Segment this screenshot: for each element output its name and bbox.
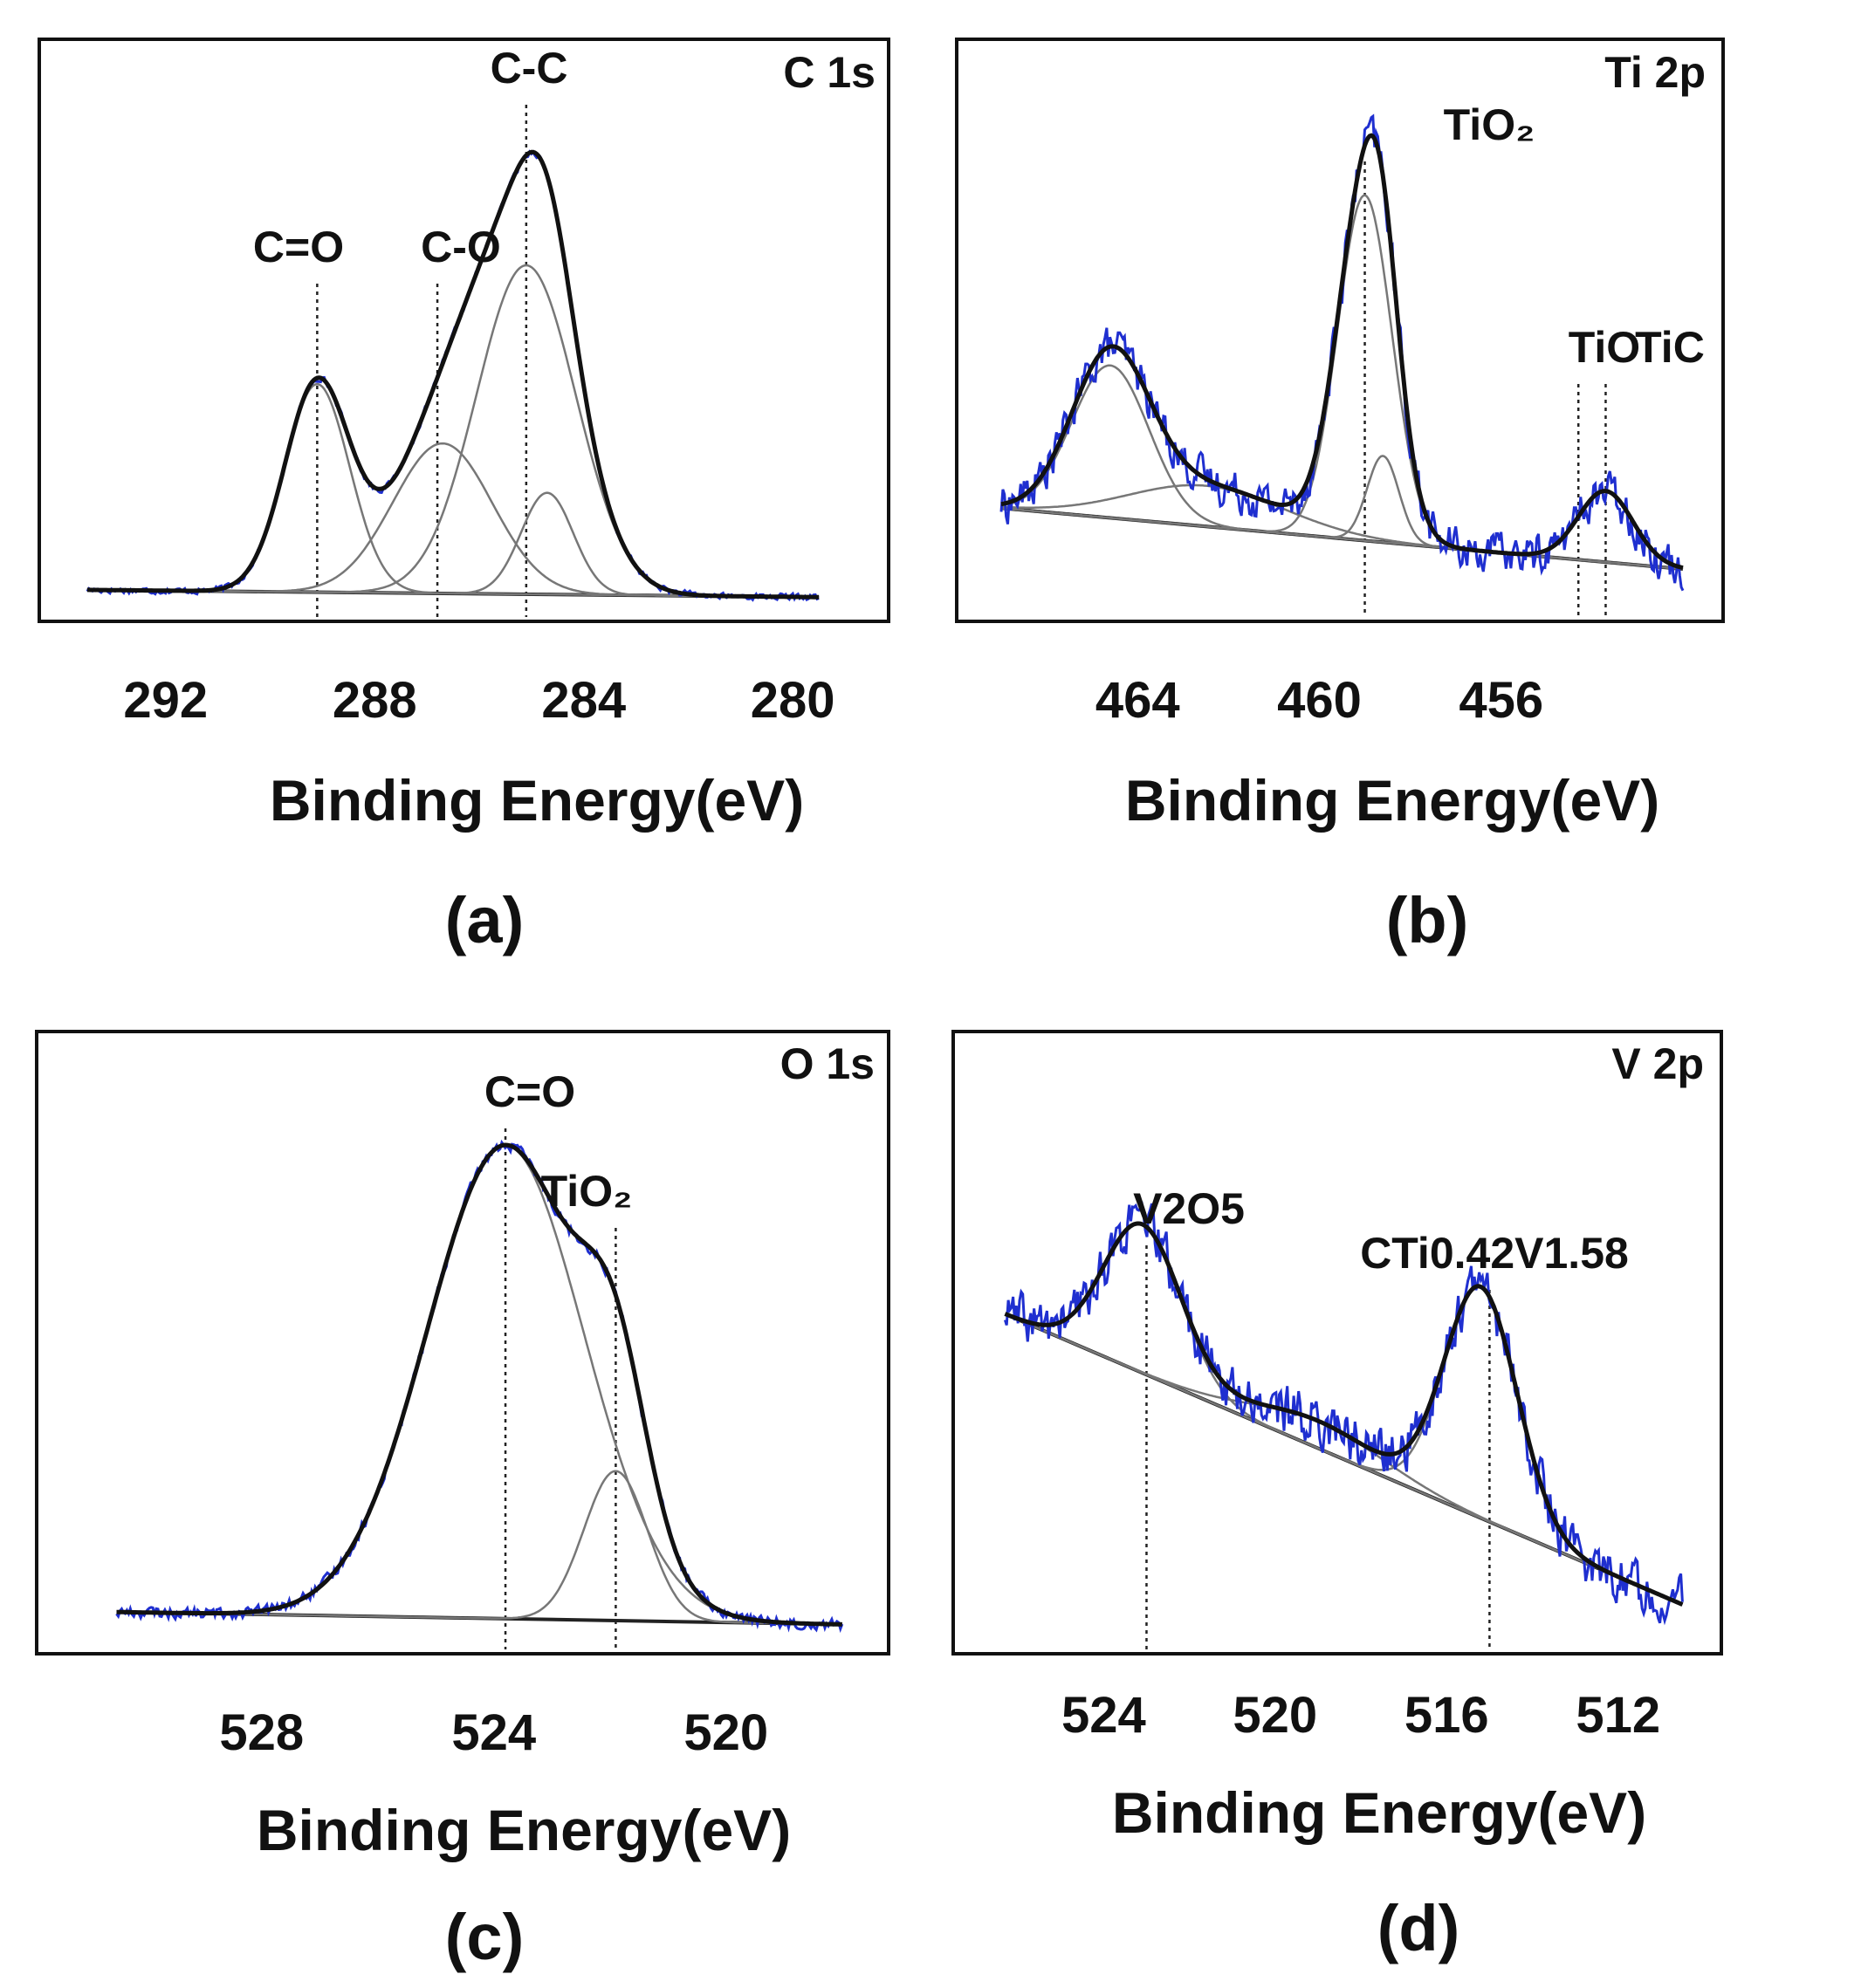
plot-frame bbox=[951, 1030, 1723, 1656]
measured-spectrum bbox=[999, 113, 1685, 592]
x-tick-label: 524 bbox=[1061, 1687, 1146, 1744]
x-axis-title: Binding Energy(eV) bbox=[257, 1798, 791, 1862]
plot-frame bbox=[35, 1030, 890, 1656]
panel-label: (b) bbox=[1386, 884, 1469, 956]
peak-label: TiO₂ bbox=[1444, 100, 1535, 149]
fit-component-tio2 bbox=[116, 1470, 842, 1626]
peak-label: TiO₂ bbox=[541, 1167, 633, 1216]
x-tick-label: 528 bbox=[219, 1704, 304, 1761]
peak-label: C-O bbox=[421, 223, 501, 271]
x-tick-label: 520 bbox=[683, 1704, 768, 1761]
region-label: V 2p bbox=[1611, 1039, 1704, 1088]
x-tick-label: 460 bbox=[1277, 672, 1362, 729]
fit-component-c-o bbox=[86, 442, 820, 599]
measured-spectrum bbox=[86, 149, 820, 602]
x-axis-title: Binding Energy(eV) bbox=[1112, 1780, 1646, 1845]
region-label: C 1s bbox=[783, 48, 876, 97]
x-tick-label: 456 bbox=[1459, 672, 1543, 729]
fit-component-c-o bbox=[116, 1144, 842, 1626]
x-axis-title: Binding Energy(eV) bbox=[1125, 768, 1659, 833]
x-tick-label: 520 bbox=[1233, 1687, 1317, 1744]
fit-component-c-c bbox=[86, 264, 820, 599]
panel-a: C=O C-O C-C C 1s 292 288 284 280 Binding Energy(… bbox=[38, 38, 890, 956]
plot-frame bbox=[38, 38, 890, 623]
plot-frame bbox=[955, 38, 1725, 623]
panel-label: (c) bbox=[445, 1901, 524, 1973]
fit-envelope bbox=[1004, 1221, 1684, 1607]
peak-label: TiC bbox=[1635, 323, 1705, 372]
x-tick-label: 284 bbox=[541, 672, 626, 729]
fit-envelope bbox=[1000, 133, 1684, 571]
peak-label: C=O bbox=[484, 1067, 575, 1116]
peak-label: TiO bbox=[1569, 323, 1640, 372]
fit-envelope bbox=[86, 149, 820, 600]
fit-component-c-c-minor bbox=[86, 491, 820, 599]
panel-label: (a) bbox=[445, 884, 524, 956]
region-label: O 1s bbox=[780, 1039, 875, 1088]
panel-c: C=O TiO₂ O 1s 528 524 520 Binding Energy(eV) (c… bbox=[35, 1030, 890, 1973]
x-tick-label: 524 bbox=[451, 1704, 536, 1761]
x-tick-label: 292 bbox=[123, 672, 208, 729]
x-tick-label: 516 bbox=[1404, 1687, 1489, 1744]
measured-spectrum bbox=[115, 1139, 844, 1634]
peak-label: CTi0.42V1.58 bbox=[1360, 1229, 1629, 1278]
x-tick-label: 280 bbox=[751, 672, 835, 729]
peak-label: V2O5 bbox=[1133, 1184, 1245, 1233]
x-axis-title: Binding Energy(eV) bbox=[270, 768, 804, 833]
peak-label: C=O bbox=[253, 223, 344, 271]
fit-component-c-o bbox=[86, 382, 820, 599]
x-tick-label: 288 bbox=[333, 672, 417, 729]
peak-label: C-C bbox=[491, 44, 568, 93]
x-tick-label: 464 bbox=[1095, 672, 1180, 729]
panel-label: (d) bbox=[1377, 1892, 1460, 1964]
panel-d: V2O5 CTi0.42V1.58 V 2p 524 520 516 512 Binding … bbox=[951, 1030, 1723, 1964]
region-label: Ti 2p bbox=[1604, 48, 1706, 97]
fit-envelope bbox=[116, 1142, 842, 1627]
x-tick-label: 512 bbox=[1576, 1687, 1660, 1744]
